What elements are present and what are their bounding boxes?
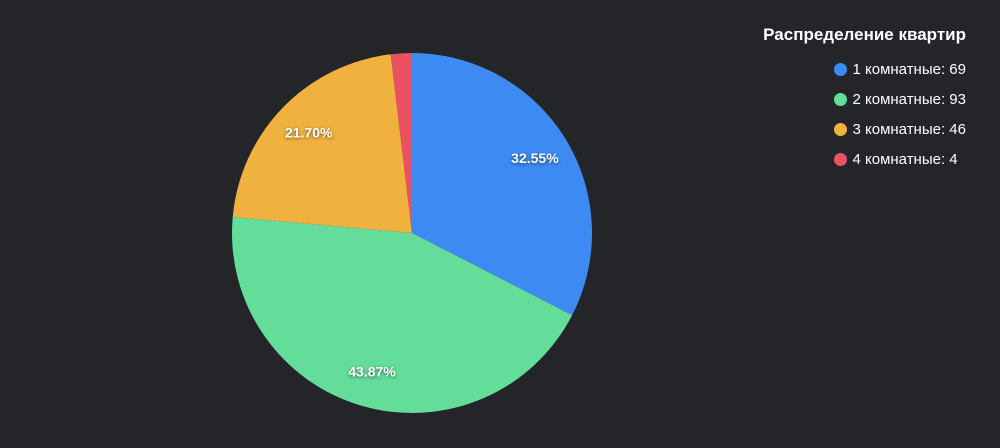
legend-item-3[interactable]: 3 комнатные: 46 [833,114,967,144]
legend-item-label: 4 комнатные: 4 [852,150,958,168]
legend-swatch-icon [833,92,847,106]
legend: Распределение квартир 1 комнатные: 69 2 к… [763,24,966,174]
pie-slice-4[interactable] [390,52,412,233]
legend-swatch-icon [833,122,847,136]
legend-item-label: 1 комнатные: 69 [852,60,967,78]
legend-swatch-icon [833,152,847,166]
legend-item-1[interactable]: 1 комнатные: 69 [833,54,967,84]
legend-item-label: 3 комнатные: 46 [852,120,967,138]
pie-slice-2[interactable] [231,217,573,414]
legend-items: 1 комнатные: 69 2 комнатные: 93 3 комнатны… [833,54,967,174]
legend-item-label: 2 комнатные: 93 [852,90,967,108]
pie-slice-3[interactable] [232,54,412,234]
legend-item-4[interactable]: 4 комнатные: 4 [833,144,967,174]
pie-slice-1[interactable] [412,53,593,316]
legend-swatch-icon [833,62,847,76]
chart-title: Распределение квартир [763,25,966,44]
legend-item-2[interactable]: 2 комнатные: 93 [833,84,967,114]
